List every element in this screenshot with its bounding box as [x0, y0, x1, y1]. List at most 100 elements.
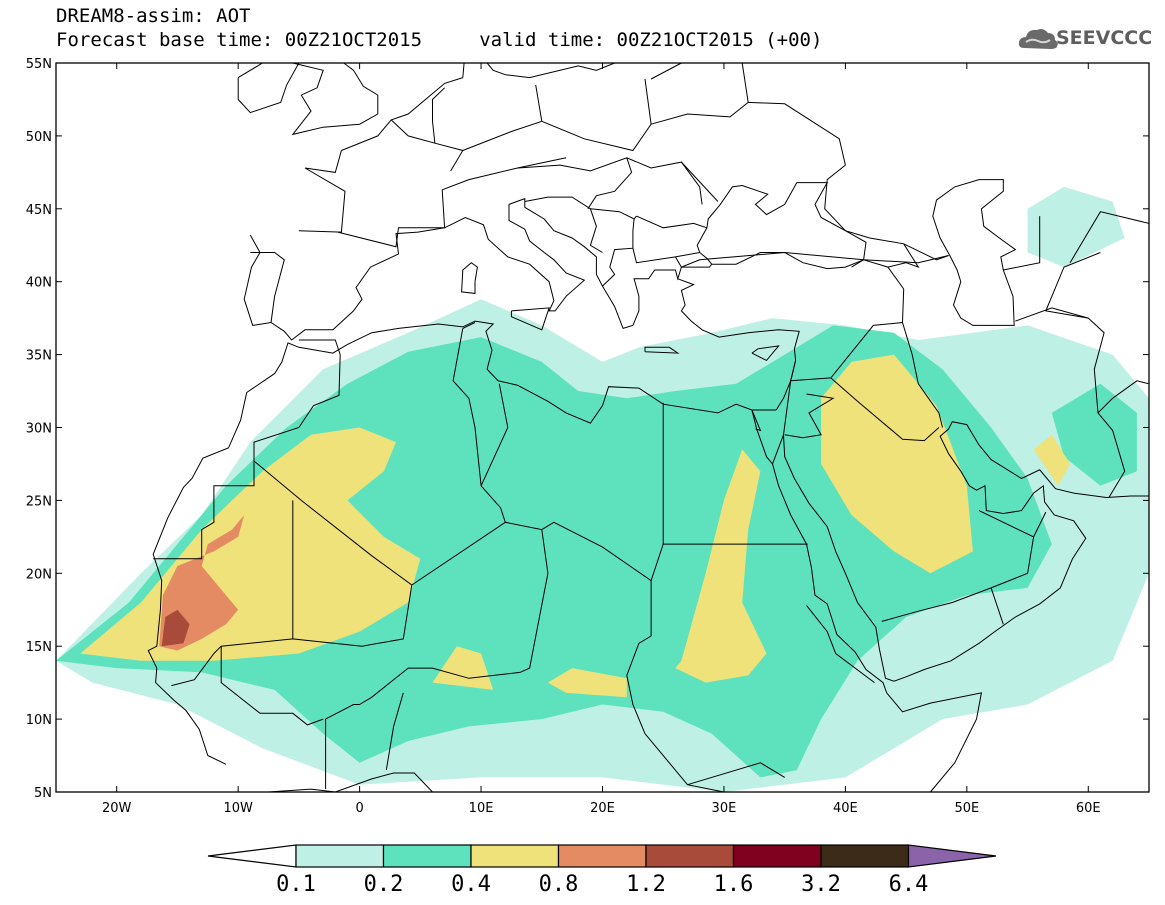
aot-region-0_2 — [56, 325, 1052, 778]
lon-tick-label: 10E — [469, 801, 494, 816]
boundary-line — [243, 197, 864, 341]
lat-tick-label: 25N — [26, 494, 52, 509]
lat-tick-label: 5N — [34, 786, 52, 801]
colorbar-cell — [820, 844, 910, 868]
boundary-line — [806, 605, 875, 683]
boundary-line — [902, 322, 943, 428]
boundary-line — [1069, 211, 1150, 263]
boundary-line — [932, 179, 1017, 326]
aot-region-0_4 — [675, 449, 767, 683]
boundary-line — [674, 251, 864, 268]
aot-region-0_4 — [1033, 434, 1071, 486]
lon-tick-label: 50E — [954, 801, 979, 816]
colorbar-cell — [382, 844, 472, 868]
boundary-line — [824, 164, 949, 261]
boundary-line — [1015, 307, 1089, 322]
boundary-line — [790, 288, 905, 382]
boundary-line — [153, 461, 255, 560]
lon-tick-label: 20W — [102, 801, 132, 816]
boundary-line — [687, 762, 785, 786]
colorbar-over-arrow — [907, 844, 997, 868]
colorbar-label: 0.2 — [364, 872, 404, 897]
colorbar-label: 1.6 — [714, 872, 754, 897]
boundary-line — [751, 345, 780, 362]
boundary-line — [541, 78, 652, 152]
boundary-line — [784, 393, 835, 439]
boundary-line — [452, 328, 652, 734]
boundary-line — [751, 409, 983, 793]
aot-region-0_1 — [1027, 186, 1125, 268]
aot-region-1_2 — [161, 609, 190, 647]
colorbar-cell — [557, 844, 647, 868]
lat-tick-label: 45N — [26, 203, 52, 218]
colorbar-under-arrow — [207, 844, 297, 868]
boundary-line — [480, 383, 509, 487]
boundary-line — [751, 409, 762, 432]
boundary-line — [681, 161, 719, 202]
boundary-line — [590, 208, 637, 220]
lat-tick-label: 40N — [26, 276, 52, 291]
boundary-line — [677, 278, 800, 411]
cloud-icon — [1018, 29, 1058, 49]
colorbar-cell — [470, 844, 560, 868]
boundary-line — [462, 84, 543, 151]
boundary-line — [632, 248, 700, 264]
lat-tick-label: 50N — [26, 130, 52, 145]
boundary-line — [1045, 252, 1126, 498]
colorbar-label: 0.4 — [451, 872, 491, 897]
boundary-line — [253, 460, 413, 647]
boundary-line — [636, 215, 708, 229]
boundary-line — [696, 182, 867, 268]
boundary-line — [253, 354, 341, 461]
boundary-line — [741, 62, 749, 103]
boundary-line — [1097, 380, 1150, 414]
boundary-line — [250, 252, 285, 323]
lat-tick-label: 10N — [26, 713, 52, 728]
boundary-line — [990, 587, 1004, 625]
lat-tick-label: 35N — [26, 349, 52, 364]
colorbar-label: 1.2 — [626, 872, 666, 897]
boundary-line — [650, 543, 664, 581]
lon-tick-label: 30E — [712, 801, 737, 816]
boundary-line — [1003, 216, 1041, 271]
boundary-line — [662, 402, 773, 545]
boundary-line — [830, 377, 940, 442]
boundary-line — [887, 243, 920, 269]
aot-region-0_4 — [432, 646, 494, 690]
lon-tick-label: 60E — [1076, 801, 1101, 816]
boundary-line — [510, 307, 550, 331]
boundary-line — [385, 692, 404, 771]
boundary-line — [147, 320, 777, 765]
boundary-line — [461, 262, 478, 294]
logo-text: SEEVCCC — [1056, 27, 1153, 49]
lon-tick-label: 10W — [223, 801, 253, 816]
colorbar-label: 6.4 — [889, 872, 929, 897]
boundary-line — [462, 322, 476, 329]
lon-tick-label: 40E — [833, 801, 858, 816]
boundary-line — [644, 346, 680, 354]
boundary-line — [411, 521, 506, 586]
forecast-time-subtitle: Forecast base time: 00Z21OCT2015 valid t… — [56, 29, 823, 51]
boundary-line — [298, 77, 463, 233]
boundary-line — [359, 667, 520, 705]
boundary-line — [432, 87, 445, 144]
boundary-line — [1033, 511, 1047, 538]
colorbar-cell — [645, 844, 735, 868]
map-title: DREAM8-assim: AOT — [56, 5, 251, 27]
boundary-line — [517, 157, 703, 205]
boundary-line — [587, 157, 633, 210]
aot-region-0_2 — [1051, 383, 1137, 486]
aot-contour-layer — [56, 186, 1149, 792]
lat-tick-label: 15N — [26, 640, 52, 655]
boundary-line — [337, 157, 567, 248]
boundary-line — [220, 646, 324, 726]
lat-tick-label: 55N — [26, 57, 52, 72]
colorbar-label: 3.2 — [801, 872, 841, 897]
boundary-line — [325, 704, 360, 790]
boundary-line — [291, 62, 379, 136]
lat-tick-label: 30N — [26, 422, 52, 437]
boundary-line — [650, 62, 682, 80]
boundary-line — [171, 638, 293, 687]
